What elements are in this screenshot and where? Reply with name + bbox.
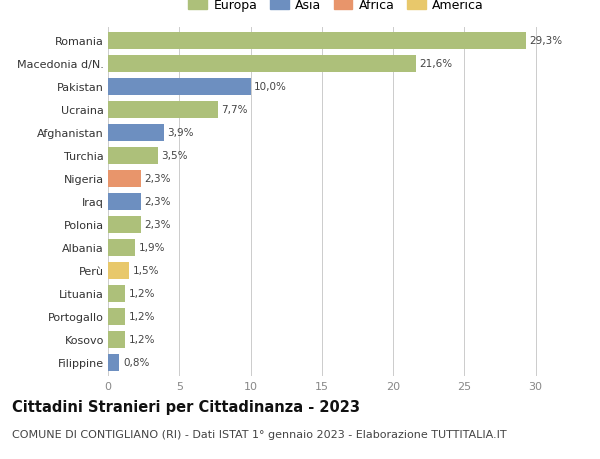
Bar: [108, 308, 125, 325]
Bar: [108, 56, 416, 73]
Text: 21,6%: 21,6%: [419, 59, 452, 69]
Text: Cittadini Stranieri per Cittadinanza - 2023: Cittadini Stranieri per Cittadinanza - 2…: [12, 399, 360, 414]
Text: 7,7%: 7,7%: [221, 105, 248, 115]
Text: COMUNE DI CONTIGLIANO (RI) - Dati ISTAT 1° gennaio 2023 - Elaborazione TUTTITALI: COMUNE DI CONTIGLIANO (RI) - Dati ISTAT …: [12, 429, 506, 439]
Bar: [108, 285, 125, 302]
Text: 1,9%: 1,9%: [139, 243, 165, 253]
Text: 29,3%: 29,3%: [529, 36, 562, 46]
Bar: [108, 331, 125, 348]
Text: 3,5%: 3,5%: [161, 151, 188, 161]
Bar: [108, 239, 135, 257]
Bar: [108, 354, 119, 371]
Bar: [108, 193, 141, 211]
Text: 0,8%: 0,8%: [123, 358, 149, 368]
Bar: [108, 147, 158, 165]
Bar: [108, 78, 251, 96]
Bar: [108, 101, 218, 119]
Text: 1,5%: 1,5%: [133, 266, 160, 276]
Bar: [108, 262, 130, 280]
Text: 2,3%: 2,3%: [145, 220, 171, 230]
Bar: [108, 124, 164, 142]
Text: 3,9%: 3,9%: [167, 128, 194, 138]
Text: 1,2%: 1,2%: [128, 289, 155, 299]
Text: 10,0%: 10,0%: [254, 82, 287, 92]
Bar: [108, 33, 526, 50]
Legend: Europa, Asia, Africa, America: Europa, Asia, Africa, America: [188, 0, 484, 12]
Text: 1,2%: 1,2%: [128, 335, 155, 345]
Text: 2,3%: 2,3%: [145, 174, 171, 184]
Text: 1,2%: 1,2%: [128, 312, 155, 322]
Bar: [108, 170, 141, 188]
Bar: [108, 216, 141, 234]
Text: 2,3%: 2,3%: [145, 197, 171, 207]
